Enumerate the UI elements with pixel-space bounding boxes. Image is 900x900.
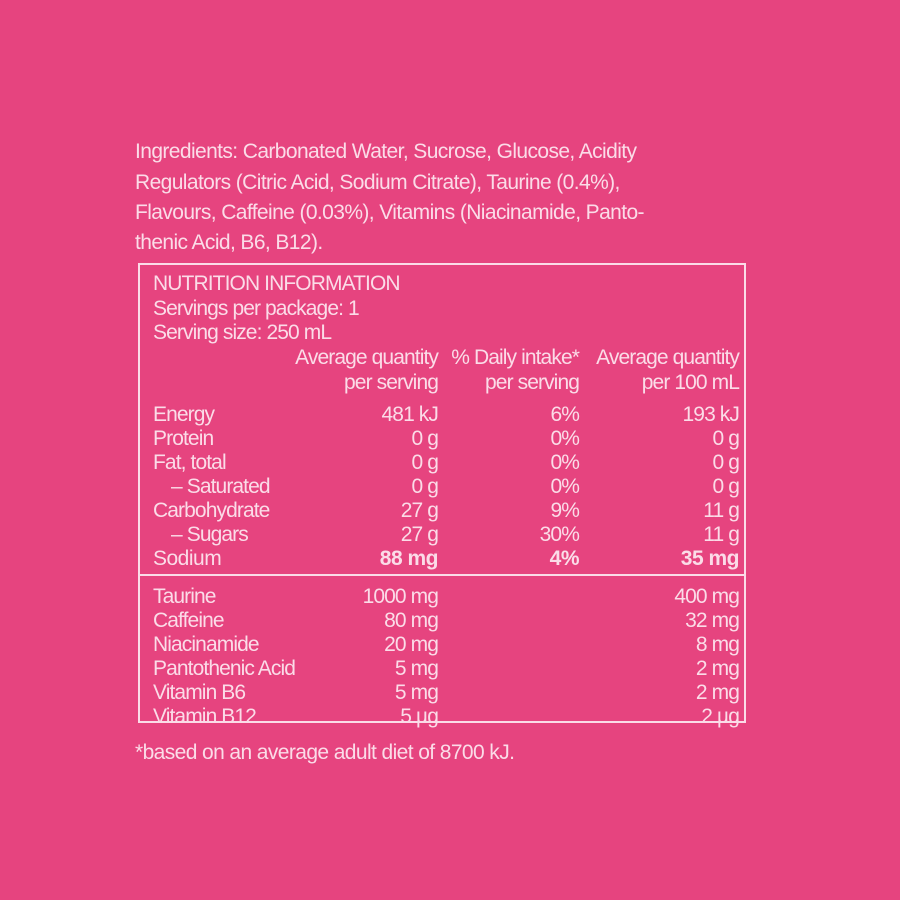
daily-intake-value: 0% (550, 475, 579, 498)
per-serving-value: 80 mg (384, 609, 439, 632)
nutrient-label: – Sugars (171, 523, 249, 546)
per-100ml-value: 11 g (703, 499, 740, 522)
nutrition-panel-border (138, 263, 746, 723)
nutrient-label: Niacinamide (153, 633, 260, 656)
nutrient-label: Taurine (153, 585, 216, 608)
header-daily-intake: % Daily intake* (451, 346, 580, 369)
daily-intake-value: 0% (550, 451, 579, 474)
nutrition-row: Vitamin B12 5 µg 2 µg (153, 705, 740, 729)
ingredients-line: Ingredients: Carbonated Water, Sucrose, … (135, 140, 637, 163)
per-serving-value: 88 mg (379, 547, 439, 570)
per-serving-value: 5 mg (394, 681, 439, 704)
nutrition-row: – Saturated 0 g 0% 0 g (153, 475, 740, 499)
nutrition-title: NUTRITION INFORMATION (153, 272, 739, 296)
nutrient-label: Pantothenic Acid (153, 657, 296, 680)
per-100ml-value: 400 mg (674, 585, 740, 608)
servings-per-package: Servings per package: 1 (153, 297, 739, 321)
nutrition-row: – Sugars 27 g 30% 11 g (153, 523, 740, 547)
nutrient-label: Protein (153, 427, 214, 450)
ingredients-line: Regulators (Citric Acid, Sodium Citrate)… (135, 171, 620, 194)
per-100ml-value: 0 g (712, 451, 740, 474)
per-100ml-value: 32 mg (685, 609, 740, 632)
per-100ml-value: 35 mg (680, 547, 740, 570)
per-serving-value: 0 g (411, 475, 439, 498)
per-100ml-value: 193 kJ (682, 403, 740, 426)
servings-per-package-text: Servings per package: 1 (153, 297, 360, 320)
nutrition-row: Protein 0 g 0% 0 g (153, 427, 740, 451)
nutrient-label: – Saturated (171, 475, 271, 498)
nutrient-label: Vitamin B6 (153, 681, 246, 704)
per-100ml-value: 2 mg (695, 657, 740, 680)
nutrition-row: Niacinamide 20 mg 8 mg (153, 633, 740, 657)
nutrition-row: Taurine 1000 mg 400 mg (153, 585, 740, 609)
daily-intake-value: 30% (539, 523, 580, 546)
per-100ml-value: 8 mg (695, 633, 740, 656)
ingredients-line: thenic Acid, B6, B12). (135, 231, 323, 254)
per-100ml-value: 0 g (712, 427, 740, 450)
column-header-line1: Average quantity % Daily intake* Average… (153, 346, 740, 370)
daily-intake-value: 0% (550, 427, 579, 450)
per-serving-value: 1000 mg (362, 585, 439, 608)
per-serving-value: 0 g (411, 451, 439, 474)
column-header-line2: per serving per serving per 100 mL (153, 371, 740, 395)
nutrient-label: Fat, total (153, 451, 227, 474)
per-serving-value: 481 kJ (381, 403, 439, 426)
per-100ml-value: 2 mg (695, 681, 740, 704)
header-per-serving-sub: per serving (344, 371, 439, 394)
header-per-100ml-sub: per 100 mL (641, 371, 740, 394)
per-serving-value: 27 g (400, 523, 439, 546)
nutrient-label: Caffeine (153, 609, 225, 632)
nutrition-row: Pantothenic Acid 5 mg 2 mg (153, 657, 740, 681)
nutrient-label: Vitamin B12 (153, 705, 257, 728)
nutrition-title-text: NUTRITION INFORMATION (153, 272, 401, 295)
daily-intake-value: 4% (549, 547, 580, 570)
nutrition-row: Caffeine 80 mg 32 mg (153, 609, 740, 633)
per-100ml-value: 2 µg (701, 705, 740, 728)
footnote: *based on an average adult diet of 8700 … (135, 741, 515, 764)
nutrition-row: Fat, total 0 g 0% 0 g (153, 451, 740, 475)
nutrition-row: Carbohydrate 27 g 9% 11 g (153, 499, 740, 523)
header-daily-intake-sub: per serving (485, 371, 580, 394)
nutrient-label: Carbohydrate (153, 499, 270, 522)
nutrition-row: Vitamin B6 5 mg 2 mg (153, 681, 740, 705)
per-serving-value: 27 g (400, 499, 439, 522)
per-serving-value: 0 g (411, 427, 439, 450)
header-per-serving: Average quantity (295, 346, 439, 369)
nutrition-row: Energy 481 kJ 6% 193 kJ (153, 403, 740, 427)
ingredients-line: Flavours, Caffeine (0.03%), Vitamins (Ni… (135, 201, 645, 224)
per-serving-value: 5 mg (394, 657, 439, 680)
header-per-100ml: Average quantity (596, 346, 740, 369)
daily-intake-value: 6% (550, 403, 579, 426)
daily-intake-value: 9% (550, 499, 579, 522)
per-serving-value: 20 mg (384, 633, 439, 656)
nutrition-divider (138, 574, 746, 576)
nutrient-label: Energy (153, 403, 215, 426)
per-100ml-value: 11 g (703, 523, 740, 546)
nutrition-row: Sodium 88 mg 4% 35 mg (153, 547, 740, 571)
serving-size: Serving size: 250 mL (153, 321, 739, 345)
serving-size-text: Serving size: 250 mL (153, 321, 332, 344)
per-serving-value: 5 µg (400, 705, 439, 728)
nutrient-label: Sodium (153, 547, 222, 570)
per-100ml-value: 0 g (712, 475, 740, 498)
